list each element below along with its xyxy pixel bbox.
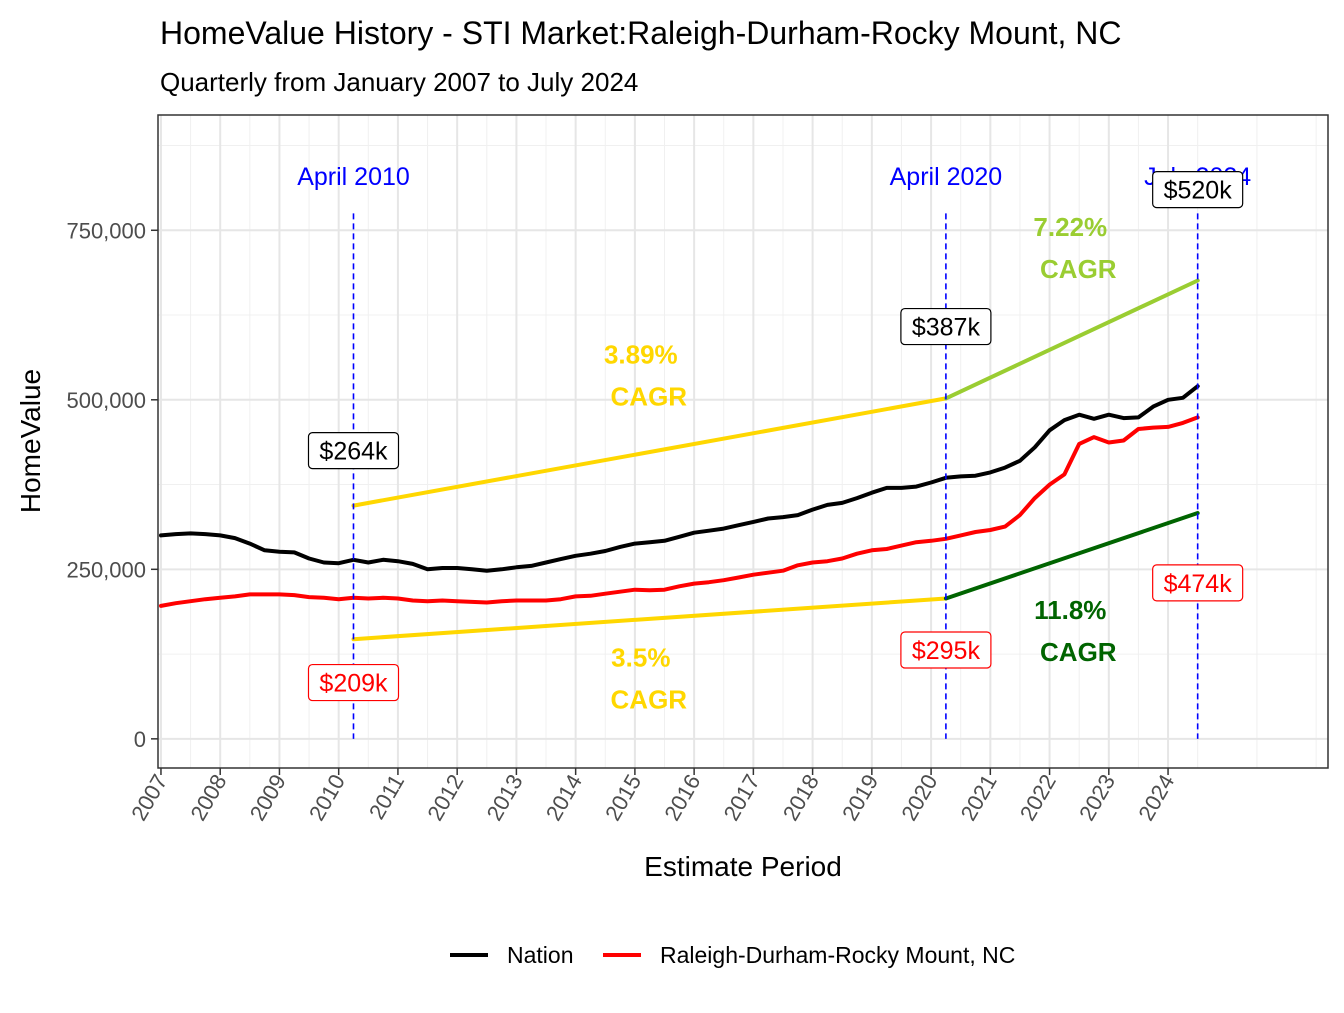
grid-lines	[158, 115, 1328, 768]
annotation-labels: $264k $387k $520k $209k $295k $474k 3.89% CAGR 7…	[307, 170, 1244, 715]
x-tick-label: 2017	[719, 770, 765, 825]
x-tick-label: 2011	[364, 770, 409, 823]
cagr-trend-line-5	[943, 511, 1200, 601]
value-label-1: $387k	[912, 314, 981, 342]
x-tick-label: 2019	[837, 770, 883, 825]
x-tick-label: 2008	[185, 770, 231, 825]
series-layer	[159, 278, 1200, 642]
y-tick-label: 250,000	[66, 557, 146, 582]
series-line-raleigh-durham-rocky-mount-nc	[159, 415, 1200, 608]
legend-label-0: Nation	[507, 942, 573, 968]
x-tick-label: 2022	[1015, 770, 1061, 825]
x-tick-label: 2016	[659, 770, 705, 825]
vline-label-1: April 2020	[890, 163, 1003, 191]
cagr-pct-2: 3.5%	[611, 642, 670, 672]
cagr-pct-1: 7.22%	[1033, 212, 1107, 242]
value-label-box-3	[307, 663, 400, 702]
x-tick-label: 2013	[482, 770, 528, 825]
plot-panel-border	[157, 114, 1329, 769]
y-tick-label: 750,000	[66, 218, 146, 243]
x-tick-label: 2024	[1133, 770, 1179, 825]
legend: Nation Raleigh-Durham-Rocky Mount, NC	[450, 942, 1015, 968]
x-tick-label: 2023	[1074, 770, 1120, 825]
x-tick-label: 2014	[541, 770, 587, 825]
cagr-trend-line-4	[351, 596, 948, 642]
x-tick-label: 2021	[956, 770, 1002, 825]
value-label-2: $520k	[1164, 177, 1233, 205]
x-tick-label: 2009	[245, 770, 291, 825]
cagr-trend-line-2	[351, 396, 948, 508]
value-label-5: $474k	[1164, 570, 1233, 598]
x-tick-label: 2007	[126, 770, 172, 825]
cagr-word-3: CAGR	[1040, 637, 1117, 667]
series-line-nation	[159, 384, 1200, 573]
value-label-box-1	[900, 307, 992, 346]
value-label-box-5	[1152, 564, 1244, 602]
value-label-3: $209k	[319, 670, 388, 698]
cagr-word-1: CAGR	[1040, 254, 1117, 284]
value-label-box-0	[307, 432, 400, 470]
legend-label-1: Raleigh-Durham-Rocky Mount, NC	[660, 942, 1015, 968]
cagr-pct-3: 11.8%	[1034, 595, 1106, 625]
y-tick-label: 500,000	[66, 388, 146, 413]
value-label-0: $264k	[319, 438, 388, 466]
x-tick-label: 2020	[896, 770, 942, 825]
cagr-word-0: CAGR	[611, 381, 688, 411]
x-tick-label: 2012	[422, 770, 468, 825]
value-label-4: $295k	[912, 637, 981, 665]
x-tick-label: 2015	[600, 770, 646, 825]
y-tick-label: 0	[134, 727, 146, 752]
vline-label-0: April 2010	[297, 163, 410, 191]
cagr-pct-0: 3.89%	[604, 339, 678, 369]
value-label-box-4	[900, 631, 992, 669]
x-axis-title: Estimate Period	[644, 851, 842, 882]
cagr-trend-line-3	[943, 278, 1200, 401]
cagr-word-2: CAGR	[611, 685, 688, 715]
y-axis: 0 250,000 500,000 750,000	[66, 218, 158, 752]
value-label-box-2	[1152, 170, 1244, 209]
x-axis: 2007 2008 2009 2010 2011 2012 2013 2014 2015 2016…	[126, 768, 1179, 825]
x-tick-label: 2018	[778, 770, 824, 825]
chart-title: HomeValue History - STI Market:Raleigh-D…	[160, 15, 1121, 51]
y-axis-title: HomeValue	[15, 369, 46, 513]
x-tick-label: 2010	[304, 770, 350, 825]
chart-subtitle: Quarterly from January 2007 to July 2024	[160, 67, 638, 97]
